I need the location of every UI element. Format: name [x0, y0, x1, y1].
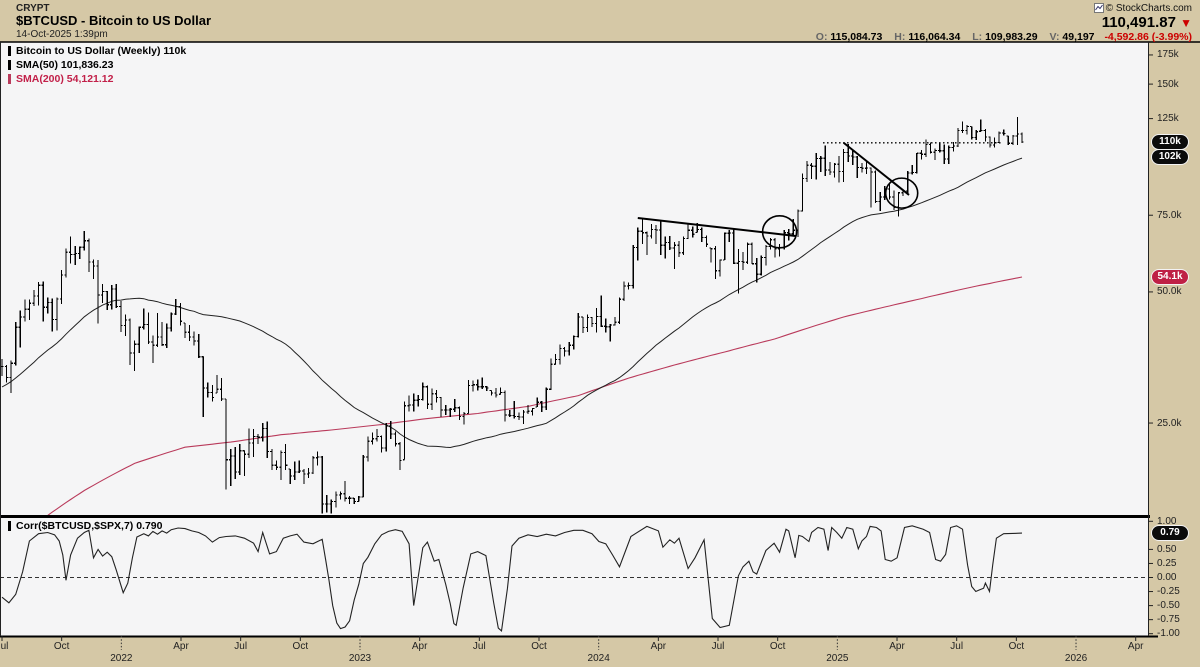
page-title: $BTCUSD - Bitcoin to US Dollar — [16, 13, 212, 28]
sma50-badge: 102k — [1151, 149, 1189, 166]
price-legend-marker — [8, 46, 11, 56]
legend-row-sma200: SMA(200) 54,121.12 — [8, 73, 113, 85]
legend-row-price: Bitcoin to US Dollar (Weekly) 110k — [8, 45, 186, 57]
sma200-legend-label: SMA(200) 54,121.12 — [16, 73, 114, 85]
stockcharts-logo-icon — [1093, 3, 1104, 14]
volume-label: V: — [1049, 31, 1060, 43]
sma50-legend-label: SMA(50) 101,836.23 — [16, 59, 114, 71]
volume-value: 49,197 — [1062, 31, 1095, 43]
price-legend-label: Bitcoin to US Dollar (Weekly) 110k — [16, 45, 187, 57]
low-label: L: — [972, 31, 983, 43]
change-value: -4,592.86 (-3.99%) — [1104, 31, 1192, 43]
sector-label: CRYPT — [16, 3, 50, 14]
legend-row-correlation: Corr($BTCUSD,$SPX,7) 0.790 — [8, 520, 162, 532]
open-value: 115,084.73 — [830, 31, 883, 43]
ohlc-readout: O: 115,084.73 H: 116,064.34 L: 109,983.2… — [807, 31, 1192, 43]
sma200-legend-marker — [8, 74, 11, 84]
sma200-badge: 54.1k — [1151, 268, 1189, 285]
legend-row-sma50: SMA(50) 101,836.23 — [8, 59, 113, 71]
last-price-badge: 110k — [1151, 133, 1189, 150]
copyright-text: © StockCharts.com — [1105, 3, 1192, 14]
open-label: O: — [815, 31, 828, 43]
corr-legend-label: Corr($BTCUSD,$SPX,7) 0.790 — [16, 520, 163, 532]
correlation-badge: 0.79 — [1151, 525, 1189, 542]
high-label: H: — [894, 31, 906, 43]
high-value: 116,064.34 — [908, 31, 961, 43]
last-price-value: 110,491.87 — [1101, 14, 1176, 31]
sma50-legend-marker — [8, 60, 11, 70]
down-arrow-icon: ▼ — [1180, 16, 1192, 30]
chart-timestamp: 14-Oct-2025 1:39pm — [16, 29, 108, 40]
low-value: 109,983.29 — [985, 31, 1038, 43]
last-price: 110,491.87 ▼ — [1102, 14, 1192, 31]
corr-legend-marker — [8, 521, 11, 531]
copyright: © StockCharts.com — [1093, 3, 1192, 14]
